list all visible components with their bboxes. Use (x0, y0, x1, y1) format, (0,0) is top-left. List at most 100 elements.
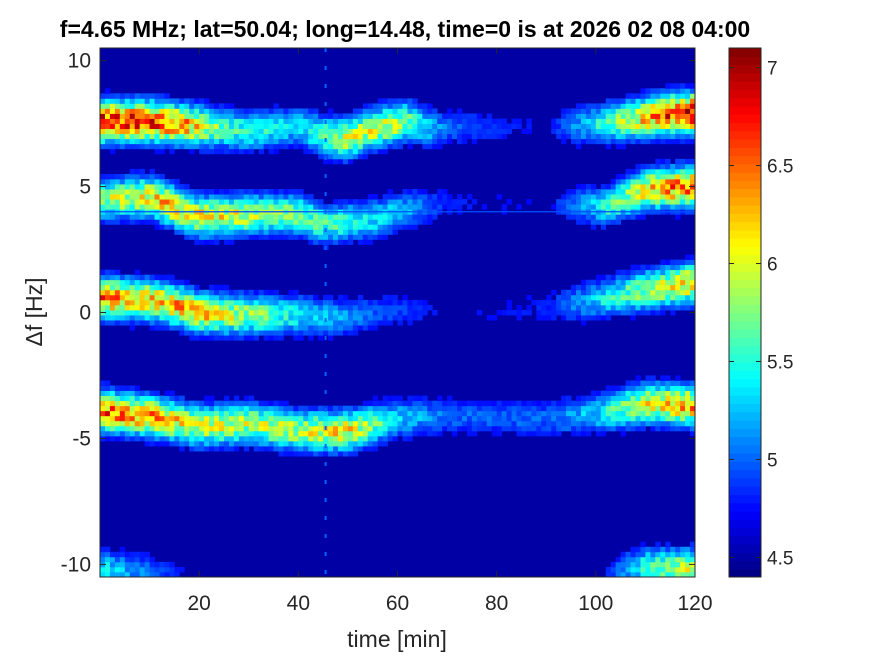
heatmap-cell (100, 118, 106, 124)
heatmap-cell (630, 410, 636, 417)
heatmap-cell (119, 173, 126, 180)
heatmap-cell (372, 440, 379, 447)
heatmap-cell (338, 158, 344, 165)
heatmap-cell (452, 113, 458, 119)
heatmap-cell (219, 194, 225, 200)
heatmap-cell (357, 108, 364, 114)
heatmap-cell (377, 440, 384, 447)
heatmap-cell (645, 571, 651, 577)
heatmap-cell (144, 405, 150, 412)
heatmap-cell (382, 229, 388, 235)
heatmap-cell (600, 400, 607, 407)
heatmap-cell (387, 400, 393, 407)
heatmap-cell (580, 400, 587, 407)
heatmap-cell (139, 173, 146, 180)
heatmap-cell (233, 405, 240, 412)
heatmap-cell (104, 143, 111, 150)
heatmap-cell (352, 153, 359, 160)
heatmap-cell (263, 289, 269, 296)
heatmap-cell (362, 113, 369, 119)
heatmap-cell (377, 118, 384, 124)
heatmap-cell (690, 420, 695, 427)
heatmap-cell (134, 133, 141, 140)
heatmap-cell (149, 199, 155, 205)
heatmap-cell (526, 410, 532, 417)
heatmap-cell (114, 279, 121, 286)
heatmap-cell (635, 304, 641, 311)
heatmap-cell (342, 435, 349, 442)
colorbar-tick-label: 7 (767, 59, 778, 80)
heatmap-cell (605, 214, 612, 220)
heatmap-cell (179, 189, 185, 195)
heatmap-cell (650, 168, 656, 175)
heatmap-cell (214, 189, 220, 195)
heatmap-cell (273, 304, 279, 311)
heatmap-cell (432, 430, 438, 437)
heatmap-cell (238, 304, 245, 311)
heatmap-cell (650, 566, 656, 573)
heatmap-cell (104, 194, 111, 200)
heatmap-cell (268, 128, 274, 135)
heatmap-cell (620, 309, 626, 316)
heatmap-cell (134, 561, 141, 568)
heatmap-cell (620, 128, 626, 135)
heatmap-cell (471, 138, 478, 145)
heatmap-cell (328, 128, 334, 135)
heatmap-cell (576, 315, 582, 321)
heatmap-cell (372, 320, 379, 326)
heatmap-cell (258, 405, 265, 412)
heatmap-cell (129, 214, 136, 220)
heatmap-cell (104, 219, 111, 225)
heatmap-cell (382, 143, 388, 150)
heatmap-cell (352, 113, 359, 119)
heatmap-cell (605, 420, 612, 427)
heatmap-cell (670, 380, 676, 386)
heatmap-cell (134, 113, 141, 119)
heatmap-cell (184, 133, 190, 140)
heatmap-cell (114, 123, 121, 130)
heatmap-cell (248, 229, 255, 235)
heatmap-cell (576, 284, 582, 291)
heatmap-cell (273, 415, 279, 422)
heatmap-cell (154, 400, 160, 407)
heatmap-cell (243, 435, 250, 442)
heatmap-cell (382, 425, 388, 432)
heatmap-cell (104, 551, 111, 558)
heatmap-cell (169, 113, 175, 119)
heatmap-cell (640, 118, 646, 124)
heatmap-cell (184, 320, 190, 326)
colorbar-strip (729, 419, 761, 429)
heatmap-cell (119, 279, 126, 286)
heatmap-cell (303, 330, 309, 336)
heatmap-cell (675, 123, 681, 130)
heatmap-cell (655, 415, 661, 422)
heatmap-cell (655, 561, 661, 568)
heatmap-cell (124, 289, 131, 296)
heatmap-cell (139, 108, 146, 114)
heatmap-cell (367, 410, 374, 417)
heatmap-cell (253, 294, 260, 301)
heatmap-cell (189, 325, 195, 331)
heatmap-cell (293, 320, 299, 326)
heatmap-cell (139, 315, 146, 321)
heatmap-cell (675, 274, 681, 281)
heatmap-cell (417, 420, 423, 427)
heatmap-cell (620, 98, 626, 104)
colorbar-strip (729, 171, 761, 181)
heatmap-cell (100, 143, 106, 150)
heatmap-cell (680, 123, 686, 130)
heatmap-cell (278, 234, 284, 240)
heatmap-cell (189, 315, 195, 321)
heatmap-cell (298, 451, 304, 457)
heatmap-cell (159, 425, 165, 432)
heatmap-cell (169, 123, 175, 130)
heatmap-cell (184, 289, 190, 296)
heatmap-cell (432, 123, 438, 130)
heatmap-cell (184, 294, 190, 301)
heatmap-cell (402, 400, 408, 407)
heatmap-cell (412, 304, 418, 311)
heatmap-cell (660, 556, 666, 563)
heatmap-cell (670, 113, 676, 119)
heatmap-cell (273, 440, 279, 447)
